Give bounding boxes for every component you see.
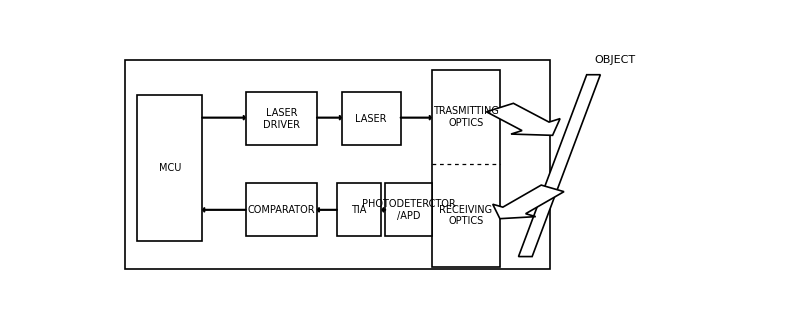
Bar bbox=[138, 95, 202, 241]
Polygon shape bbox=[486, 103, 560, 135]
Text: TRASMITTING
OPTICS: TRASMITTING OPTICS bbox=[433, 106, 498, 128]
Bar bbox=[337, 183, 382, 236]
Text: RECEIVING
OPTICS: RECEIVING OPTICS bbox=[439, 205, 492, 226]
Polygon shape bbox=[518, 75, 600, 256]
Bar bbox=[125, 60, 550, 269]
Polygon shape bbox=[493, 185, 564, 219]
Text: LASER: LASER bbox=[355, 114, 387, 124]
Text: LASER
DRIVER: LASER DRIVER bbox=[263, 108, 300, 130]
Bar bbox=[246, 92, 317, 145]
Bar bbox=[246, 183, 317, 236]
Text: OBJECT: OBJECT bbox=[594, 54, 635, 65]
Text: MCU: MCU bbox=[158, 163, 181, 173]
Bar bbox=[432, 70, 500, 267]
Text: COMPARATOR: COMPARATOR bbox=[247, 205, 315, 215]
Bar bbox=[342, 92, 401, 145]
Text: TIA: TIA bbox=[351, 205, 367, 215]
Bar bbox=[386, 183, 432, 236]
Text: PHOTODETERCTOR
/APD: PHOTODETERCTOR /APD bbox=[362, 199, 455, 221]
